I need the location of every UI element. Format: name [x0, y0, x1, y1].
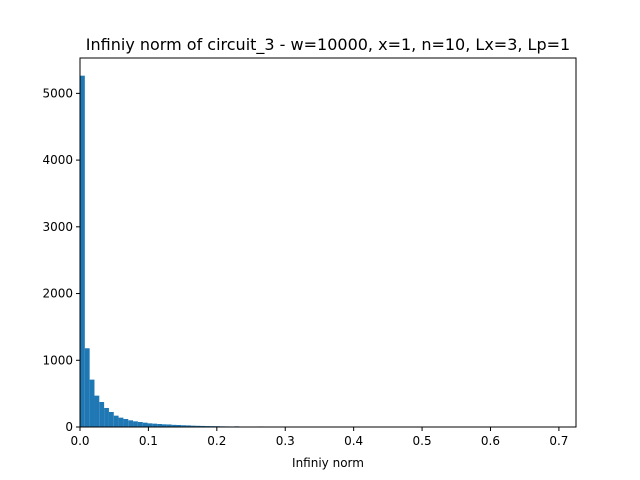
histogram-bar [118, 417, 124, 427]
x-tick-label: 0.4 [344, 434, 363, 448]
histogram-bar [161, 424, 167, 427]
histogram-bar [113, 415, 119, 427]
histogram-bar [157, 423, 162, 427]
x-tick-label: 0.2 [207, 434, 226, 448]
histogram-bar [171, 424, 177, 427]
histogram-bar [176, 424, 182, 427]
histogram-bar [104, 407, 109, 427]
histogram-bar [137, 421, 143, 427]
chart-title: Infiniy norm of circuit_3 - w=10000, x=1… [86, 35, 570, 55]
histogram-bar [94, 395, 100, 427]
histogram-bar [142, 422, 148, 427]
bars-layer [80, 75, 558, 427]
x-tick-label: 0.3 [276, 434, 295, 448]
histogram-bar [84, 348, 90, 427]
histogram-bar [195, 425, 201, 427]
histogram-bar [190, 425, 196, 427]
y-tick-label: 1000 [42, 353, 73, 367]
plot-frame [79, 57, 577, 428]
histogram-bar [166, 424, 172, 427]
y-tick-label: 5000 [42, 86, 73, 100]
histogram-bar [80, 75, 85, 427]
histogram-bar [200, 425, 206, 427]
histogram-bar [181, 425, 187, 427]
x-axis-label: Infiniy norm [292, 456, 364, 470]
axes-layer: 0.0 0.1 0.2 0.3 0.4 0.5 0.6 0.7 0 1000 2000 3000 400… [42, 57, 577, 448]
histogram-bar [89, 379, 95, 427]
x-tick-label: 0.7 [549, 434, 568, 448]
y-tick-label: 3000 [42, 220, 73, 234]
histogram-bar [147, 423, 153, 427]
x-tick-label: 0.6 [481, 434, 500, 448]
histogram-bar [133, 421, 138, 427]
y-tick-label: 0 [65, 420, 73, 434]
x-tick-label: 0.0 [70, 434, 89, 448]
histogram-bar [152, 423, 158, 427]
histogram-bar [186, 425, 191, 427]
y-tick-label: 4000 [42, 153, 73, 167]
histogram-bar [99, 401, 105, 427]
y-tick-label: 2000 [42, 287, 73, 301]
x-tick-label: 0.1 [139, 434, 158, 448]
x-tick-label: 0.5 [413, 434, 432, 448]
histogram-bar [128, 420, 134, 427]
histogram-bar [123, 418, 129, 427]
histogram-bar [108, 411, 114, 427]
